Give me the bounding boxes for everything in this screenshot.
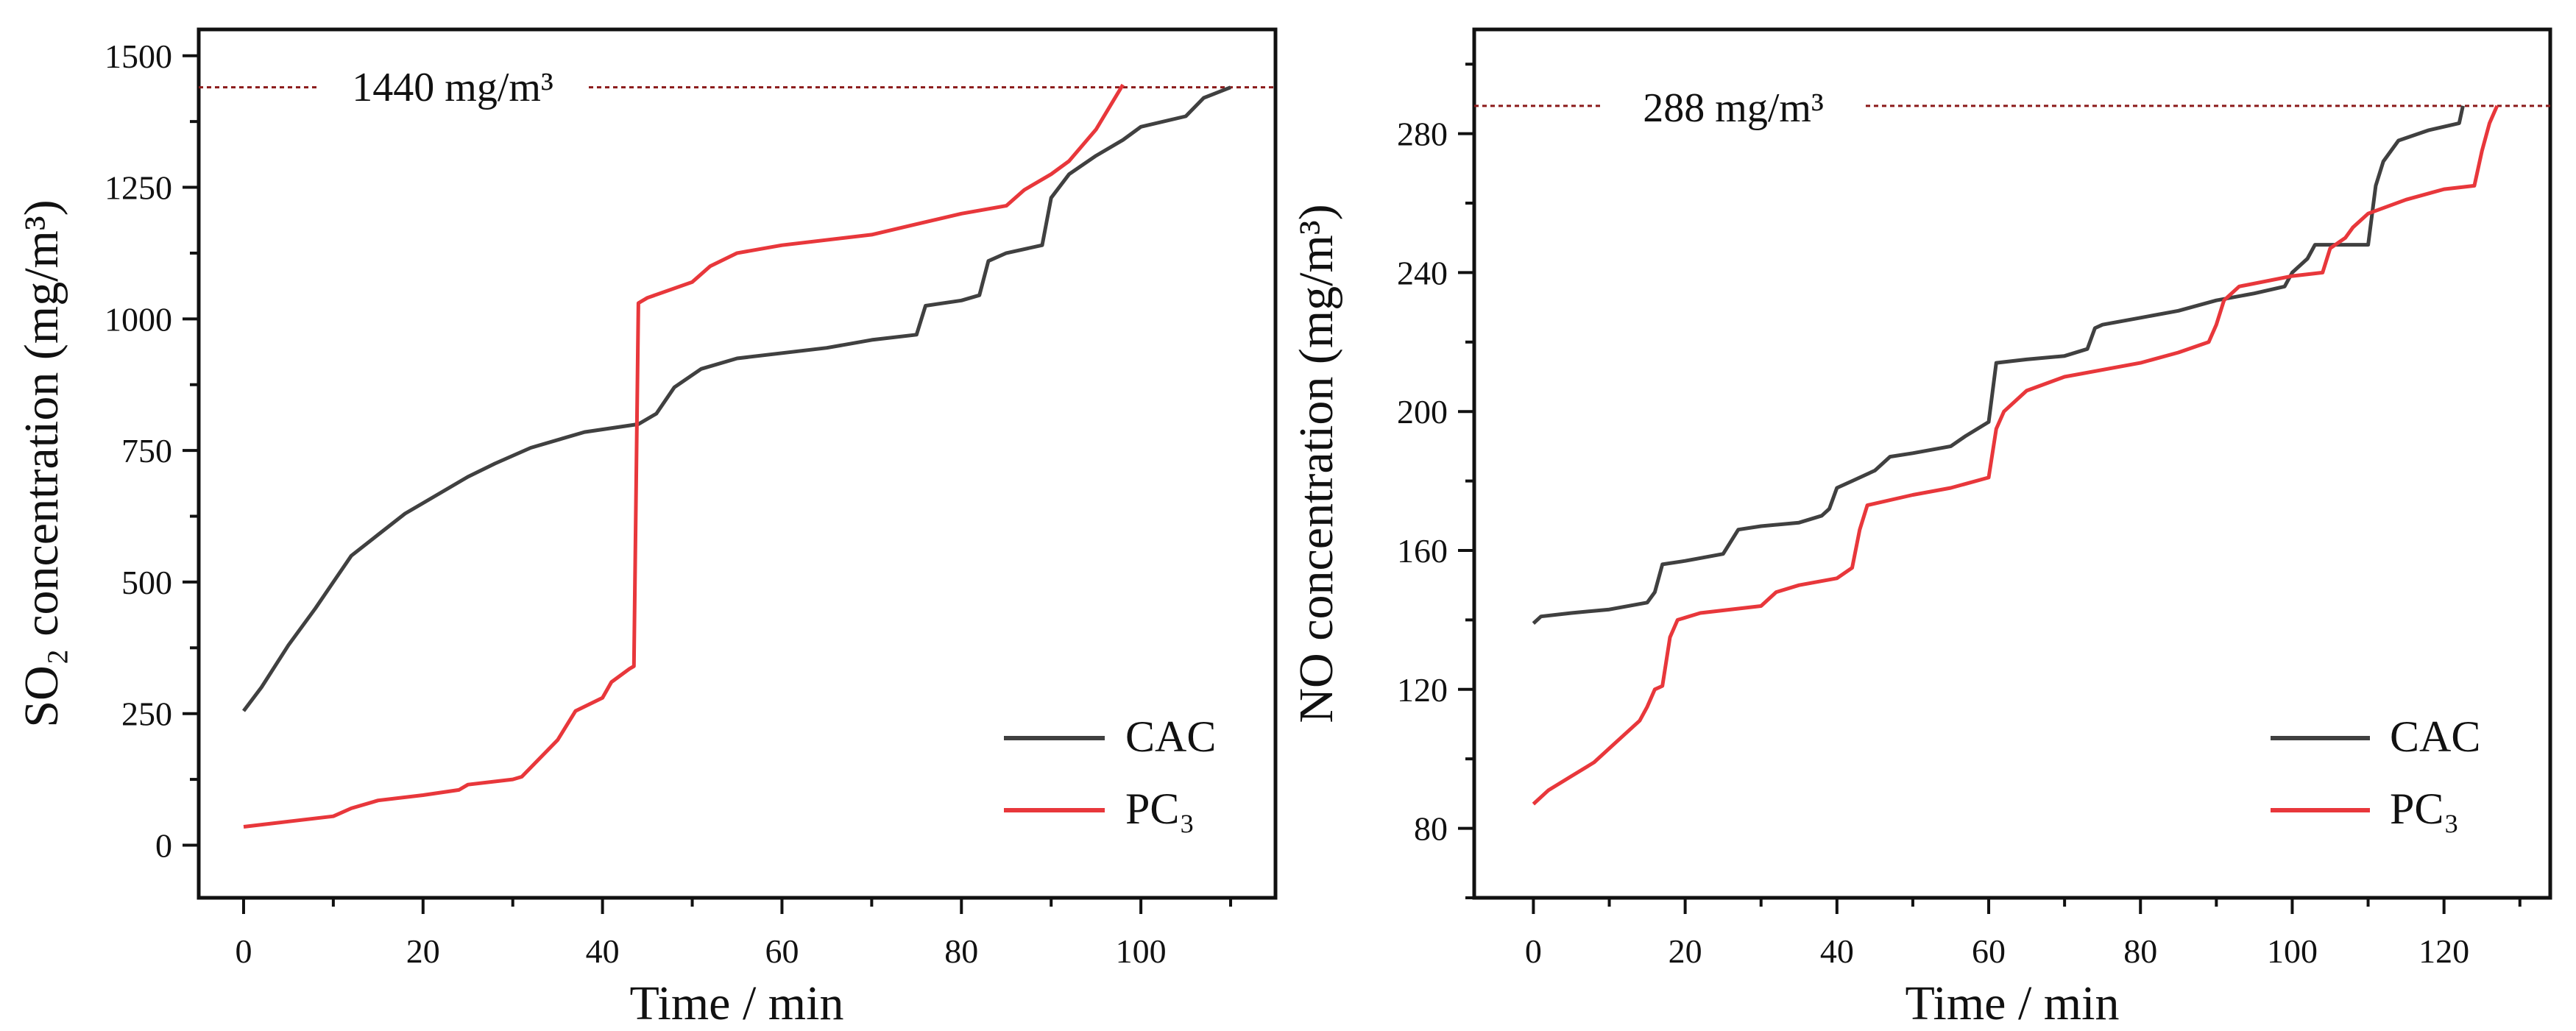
so2-y-axis-title: SO₂ concentration (mg/m³): [15, 199, 68, 727]
no-x-tick-label: 20: [1669, 932, 1702, 970]
no-x-tick-label: 0: [1525, 932, 1542, 970]
so2-reference-label: 1440 mg/m³: [352, 65, 553, 110]
no-series-pc3-line: [1532, 104, 2499, 806]
so2-x-tick-label: 20: [406, 932, 440, 970]
so2-y-tick-label: 1500: [105, 38, 172, 75]
so2-x-tick-label: 60: [765, 932, 799, 970]
so2-series-pc3-line: [243, 83, 1125, 829]
so2-plot-frame: [197, 27, 1278, 900]
no-y-tick-label: 160: [1397, 532, 1448, 570]
no-x-tick-label: 40: [1820, 932, 1854, 970]
no-legend-pc3-label: PC₃: [2390, 784, 2459, 833]
so2-x-tick-label: 100: [1116, 932, 1167, 970]
no-x-tick-label: 120: [2418, 932, 2469, 970]
so2-y-tick-label: 1000: [105, 300, 172, 338]
no-reference-label: 288 mg/m³: [1643, 85, 1823, 131]
no-y-axis-title: NO concentration (mg/m³): [1289, 204, 1343, 723]
so2-x-tick-label: 0: [235, 932, 252, 970]
so2-y-tick-label: 500: [121, 564, 172, 601]
no-y-tick-label: 240: [1397, 254, 1448, 291]
no-y-tick-label: 120: [1397, 671, 1448, 709]
so2-legend-pc3-label: PC₃: [1125, 784, 1195, 833]
so2-y-tick-label: 250: [121, 695, 172, 733]
no-x-tick-label: 100: [2267, 932, 2318, 970]
so2-x-axis-title: Time / min: [630, 977, 844, 1030]
no-plot-frame: [1472, 27, 2552, 900]
so2-x-tick-label: 40: [586, 932, 620, 970]
no-series-cac-line: [1532, 105, 2465, 625]
so2-y-tick-label: 1250: [105, 169, 172, 207]
so2-x-tick-label: 80: [944, 932, 978, 970]
so2-panel: Time / min SO₂ concentration (mg/m³) 144…: [15, 27, 1278, 1030]
so2-y-tick-label: 750: [121, 432, 172, 470]
no-legend-cac-label: CAC: [2390, 712, 2480, 761]
no-y-tick-label: 80: [1414, 810, 1448, 848]
no-y-tick-label: 200: [1397, 393, 1448, 431]
so2-series-cac-line: [242, 85, 1231, 712]
so2-y-tick-label: 0: [155, 826, 172, 864]
so2-legend-cac-label: CAC: [1125, 712, 1216, 761]
no-y-tick-label: 280: [1397, 116, 1448, 153]
no-x-axis-title: Time / min: [1906, 977, 2120, 1030]
no-panel: Time / min NO concentration (mg/m³) 288 …: [1289, 27, 2552, 1030]
no-x-tick-label: 80: [2123, 932, 2157, 970]
no-x-tick-label: 60: [1972, 932, 2006, 970]
